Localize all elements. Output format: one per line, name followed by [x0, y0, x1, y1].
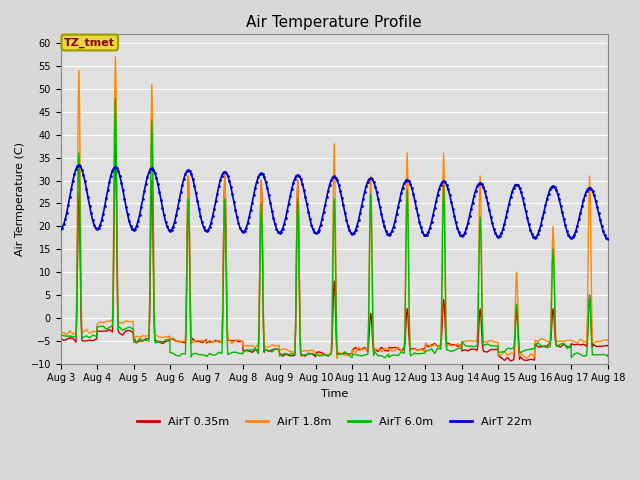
AirT 22m: [604, 236, 612, 242]
AirT 22m: [160, 212, 168, 218]
AirT 0.35m: [604, 343, 612, 349]
Text: TZ_tmet: TZ_tmet: [64, 37, 115, 48]
AirT 1.8m: [129, 319, 137, 324]
AirT 22m: [400, 180, 408, 186]
AirT 0.35m: [548, 324, 556, 330]
AirT 0.35m: [133, 340, 141, 346]
Line: AirT 6.0m: AirT 6.0m: [61, 98, 608, 358]
AirT 1.8m: [333, 356, 341, 361]
AirT 6.0m: [129, 326, 137, 332]
AirT 1.8m: [111, 54, 119, 60]
AirT 6.0m: [57, 332, 65, 338]
AirT 1.8m: [470, 338, 478, 344]
AirT 6.0m: [470, 344, 478, 349]
AirT 22m: [388, 228, 396, 234]
X-axis label: Time: Time: [321, 389, 348, 399]
AirT 6.0m: [381, 355, 389, 360]
AirT 0.35m: [369, 342, 377, 348]
AirT 6.0m: [133, 340, 141, 346]
AirT 1.8m: [133, 334, 141, 339]
AirT 22m: [72, 167, 80, 172]
AirT 0.35m: [111, 141, 119, 147]
AirT 0.35m: [507, 358, 515, 364]
AirT 0.35m: [467, 346, 475, 352]
Legend: AirT 0.35m, AirT 1.8m, AirT 6.0m, AirT 22m: AirT 0.35m, AirT 1.8m, AirT 6.0m, AirT 2…: [132, 412, 536, 431]
AirT 6.0m: [604, 352, 612, 358]
AirT 0.35m: [129, 330, 137, 336]
AirT 6.0m: [369, 328, 377, 334]
Line: AirT 22m: AirT 22m: [60, 164, 609, 240]
AirT 1.8m: [370, 345, 378, 351]
AirT 22m: [539, 216, 547, 221]
AirT 1.8m: [57, 331, 65, 336]
AirT 22m: [370, 179, 378, 185]
AirT 1.8m: [142, 334, 150, 339]
AirT 0.35m: [142, 336, 150, 342]
AirT 22m: [57, 226, 65, 231]
Title: Air Temperature Profile: Air Temperature Profile: [246, 15, 422, 30]
AirT 6.0m: [142, 337, 150, 343]
AirT 6.0m: [111, 95, 119, 101]
Y-axis label: Air Termperature (C): Air Termperature (C): [15, 142, 25, 256]
AirT 22m: [75, 162, 83, 168]
AirT 0.35m: [57, 336, 65, 341]
AirT 6.0m: [548, 294, 556, 300]
AirT 1.8m: [548, 281, 556, 287]
AirT 1.8m: [604, 338, 612, 344]
Line: AirT 0.35m: AirT 0.35m: [61, 144, 608, 361]
Line: AirT 1.8m: AirT 1.8m: [61, 57, 608, 359]
